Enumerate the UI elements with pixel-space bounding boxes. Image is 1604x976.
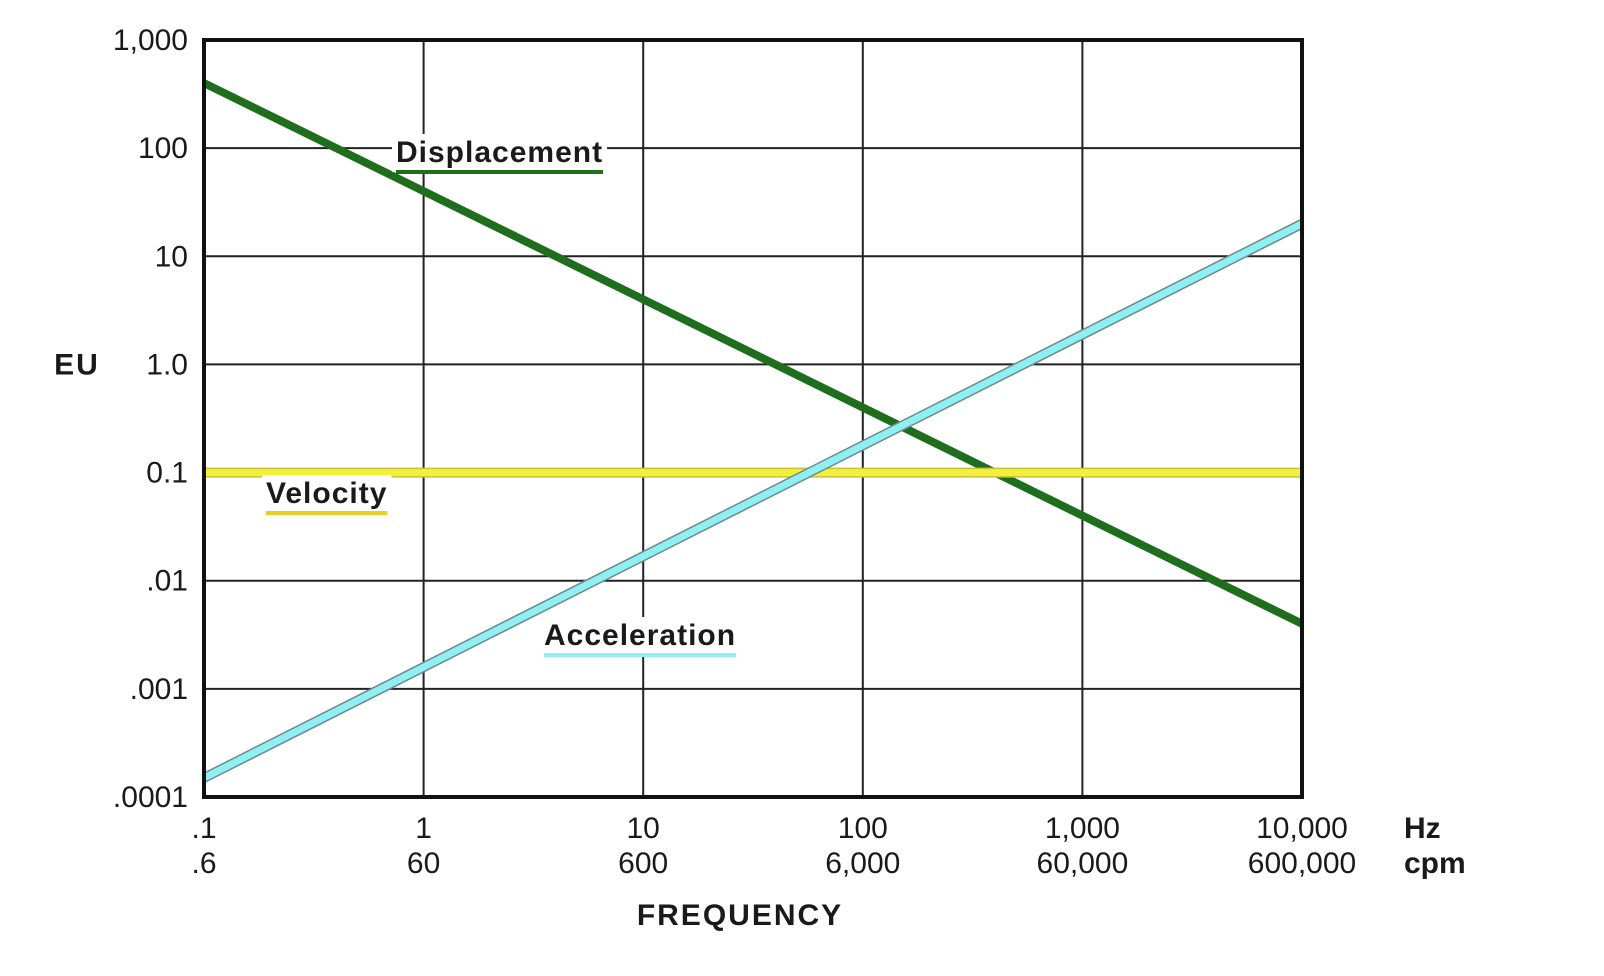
y-tick-label: .01 xyxy=(146,565,188,598)
series-label-displacement: Displacement xyxy=(396,136,603,169)
series-line-displacement xyxy=(202,79,1304,628)
x-tick-label-hz: 10,000 xyxy=(1256,812,1348,845)
series-label-acceleration-group: Acceleration xyxy=(540,617,741,657)
y-tick-label: 1,000 xyxy=(113,24,188,57)
y-axis-label: EU xyxy=(54,348,100,381)
x-axis-label: FREQUENCY xyxy=(637,899,843,932)
series-label-velocity-group: Velocity xyxy=(262,475,392,515)
x-tick-label-cpm: 60 xyxy=(407,847,440,880)
series-label-background xyxy=(392,134,608,172)
x-tick-label-cpm: 60,000 xyxy=(1037,847,1129,880)
series-label-displacement-group: Displacement xyxy=(392,134,608,174)
series-label-background xyxy=(262,475,392,513)
plot-border xyxy=(202,38,1304,799)
grid-layer xyxy=(203,39,1303,798)
x-tick-label-hz: 1,000 xyxy=(1045,812,1120,845)
x-tick-label-cpm: 6,000 xyxy=(825,847,900,880)
series-line-acceleration xyxy=(202,220,1304,782)
y-tick-label: 0.1 xyxy=(146,457,188,490)
x-tick-label-cpm: .6 xyxy=(191,847,216,880)
y-tick-label: 10 xyxy=(155,240,188,273)
y-tick-labels: 1,000 100 10 1.0 0.1 .01 .001 .0001 xyxy=(113,24,188,814)
x-tick-label-hz: 10 xyxy=(627,812,660,845)
x-tick-label-cpm: 600 xyxy=(618,847,668,880)
series-layer xyxy=(201,79,1305,783)
y-tick-label: .0001 xyxy=(113,781,188,814)
x-unit-cpm: cpm xyxy=(1404,847,1466,880)
y-tick-label: .001 xyxy=(130,673,188,706)
x-tick-label-hz: 1 xyxy=(415,812,432,845)
x-tick-label-cpm: 600,000 xyxy=(1248,847,1356,880)
x-tick-label-hz: 100 xyxy=(838,812,888,845)
series-label-acceleration: Acceleration xyxy=(544,619,736,652)
x-unit-hz: Hz xyxy=(1404,812,1441,845)
x-tick-label-hz: .1 xyxy=(191,812,216,845)
series-label-velocity: Velocity xyxy=(266,477,387,510)
y-tick-label: 100 xyxy=(138,132,188,165)
series-label-background xyxy=(540,617,741,655)
y-tick-label: 1.0 xyxy=(146,348,188,381)
